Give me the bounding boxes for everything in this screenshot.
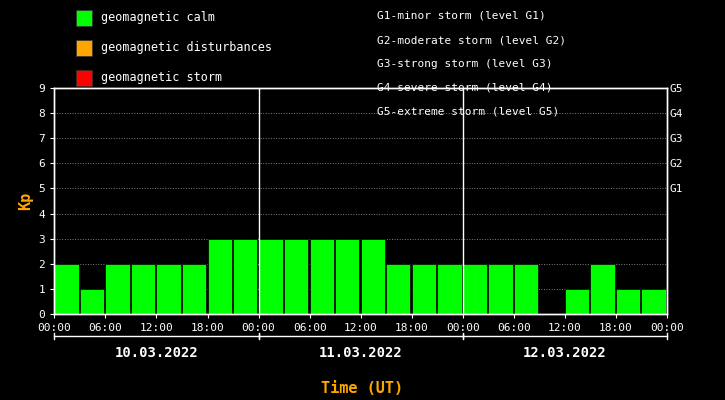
Bar: [284, 239, 308, 314]
Bar: [412, 264, 436, 314]
Bar: [463, 264, 487, 314]
Bar: [310, 239, 334, 314]
Bar: [565, 289, 589, 314]
Text: geomagnetic calm: geomagnetic calm: [101, 12, 215, 24]
Text: 10.03.2022: 10.03.2022: [115, 346, 199, 360]
Bar: [616, 289, 640, 314]
Y-axis label: Kp: Kp: [18, 192, 33, 210]
Bar: [590, 264, 615, 314]
Text: Time (UT): Time (UT): [321, 381, 404, 396]
Text: geomagnetic storm: geomagnetic storm: [101, 72, 222, 84]
Bar: [131, 264, 155, 314]
Bar: [642, 289, 666, 314]
Text: G4-severe storm (level G4): G4-severe storm (level G4): [377, 83, 552, 93]
Bar: [386, 264, 410, 314]
Bar: [259, 239, 283, 314]
Bar: [233, 239, 257, 314]
Bar: [80, 289, 104, 314]
Text: geomagnetic disturbances: geomagnetic disturbances: [101, 42, 272, 54]
Text: G3-strong storm (level G3): G3-strong storm (level G3): [377, 59, 552, 69]
Text: 11.03.2022: 11.03.2022: [319, 346, 402, 360]
Text: G5-extreme storm (level G5): G5-extreme storm (level G5): [377, 107, 559, 117]
Text: 12.03.2022: 12.03.2022: [523, 346, 607, 360]
Bar: [207, 239, 232, 314]
Bar: [514, 264, 538, 314]
Bar: [360, 239, 385, 314]
Bar: [54, 264, 78, 314]
Bar: [667, 264, 691, 314]
Bar: [182, 264, 206, 314]
Bar: [335, 239, 360, 314]
Bar: [489, 264, 513, 314]
Bar: [157, 264, 181, 314]
Text: G1-minor storm (level G1): G1-minor storm (level G1): [377, 11, 546, 21]
Bar: [437, 264, 462, 314]
Text: G2-moderate storm (level G2): G2-moderate storm (level G2): [377, 35, 566, 45]
Bar: [105, 264, 130, 314]
